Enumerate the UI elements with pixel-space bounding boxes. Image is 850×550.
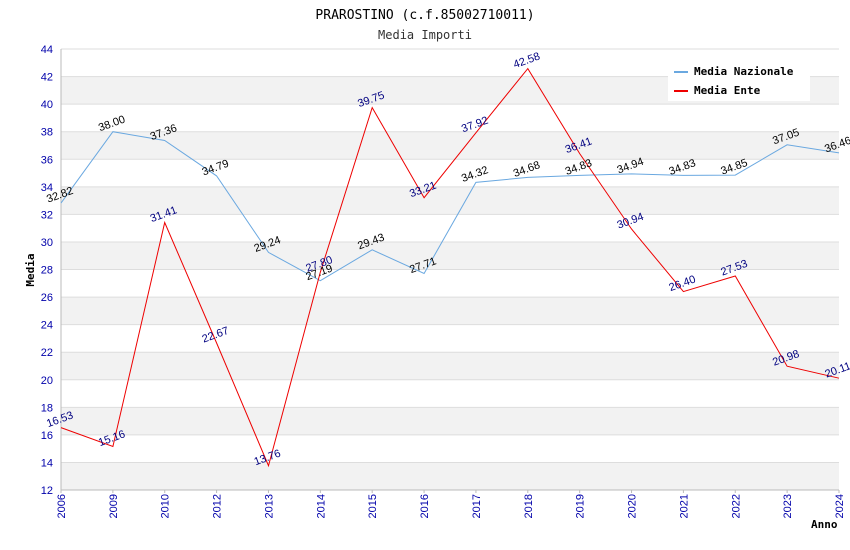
y-tick-label: 32	[41, 209, 53, 221]
legend-label-nazionale: Media Nazionale	[694, 65, 794, 78]
grid-band	[61, 131, 839, 160]
grid-band	[61, 379, 839, 408]
grid-band	[61, 324, 839, 353]
y-tick-label: 34	[41, 182, 53, 194]
grid-band	[61, 462, 839, 490]
x-tick-label: 2013	[263, 494, 275, 518]
grid-bands	[61, 49, 839, 490]
x-tick-label: 2006	[56, 494, 68, 518]
y-tick-label: 24	[41, 320, 53, 332]
x-tick-label: 2022	[730, 494, 742, 518]
grid-band	[61, 297, 839, 325]
grid-band	[61, 104, 839, 132]
x-axis-label: Anno	[811, 518, 838, 531]
x-tick-label: 2019	[575, 494, 587, 518]
y-tick-label: 18	[41, 402, 53, 414]
y-tick-label: 12	[41, 485, 53, 497]
x-tick-label: 2012	[212, 494, 224, 518]
x-axis-ticks: 2006 2009 2010 2012 2013 2014 2015 2016 2017 2018…	[56, 490, 846, 518]
x-tick-label: 2014	[315, 494, 327, 518]
x-tick-label: 2017	[471, 494, 483, 518]
x-tick-label: 2024	[834, 494, 846, 518]
y-tick-label: 42	[41, 72, 53, 84]
grid-band	[61, 159, 839, 187]
chart-subtitle: Media Importi	[378, 28, 472, 42]
y-tick-label: 30	[41, 237, 53, 249]
series-line-media-ente	[60, 67, 840, 468]
chart-title: PRAROSTINO (c.f.85002710011)	[315, 8, 534, 23]
y-tick-label: 28	[41, 265, 53, 277]
y-tick-label: 22	[41, 347, 53, 359]
y-tick-label: 16	[41, 430, 53, 442]
legend-label-ente: Media Ente	[694, 84, 761, 97]
legend-box	[668, 59, 810, 101]
x-tick-label: 2010	[160, 494, 172, 518]
x-tick-label: 2018	[523, 494, 535, 518]
x-tick-label: 2023	[782, 494, 794, 518]
y-tick-label: 36	[41, 154, 53, 166]
x-tick-label: 2015	[367, 494, 379, 518]
grid-band	[61, 186, 839, 215]
y-tick-label: 14	[41, 457, 53, 469]
series-lines	[60, 67, 840, 468]
y-tick-label: 38	[41, 127, 53, 139]
x-tick-label: 2009	[108, 494, 120, 518]
y-axis-ticks: 12 14 16 18 20 22 24 26 28 30 32 34 36 38 40 42 44	[41, 44, 53, 497]
grid-band	[61, 434, 839, 463]
y-tick-label: 40	[41, 99, 53, 111]
x-tick-label: 2020	[627, 494, 639, 518]
grid-band	[61, 352, 839, 380]
y-tick-label: 44	[41, 44, 53, 56]
gridlines	[61, 48, 839, 491]
grid-band	[61, 407, 839, 435]
x-tick-label: 2021	[678, 494, 690, 518]
series-line-media-nazionale	[60, 131, 840, 282]
y-axis-label: Media	[24, 253, 37, 286]
y-tick-label: 26	[41, 292, 53, 304]
x-tick-label: 2016	[419, 494, 431, 518]
grid-band	[61, 241, 839, 270]
y-tick-label: 20	[41, 375, 53, 387]
legend: Media Nazionale Media Ente	[668, 59, 810, 101]
